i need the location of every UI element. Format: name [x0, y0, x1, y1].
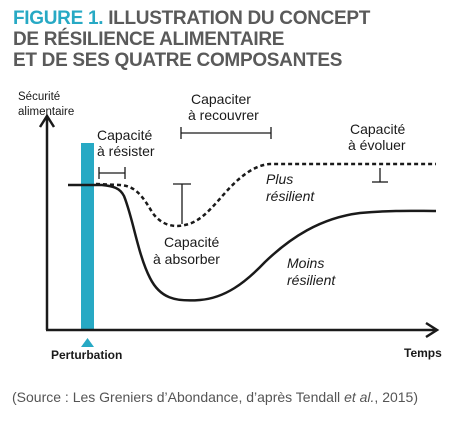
source-etal: et al.: [344, 389, 375, 405]
figure-number: FIGURE 1.: [13, 8, 104, 29]
figure-title: FIGURE 1. ILLUSTRATION DU CONCEPT DE RÉS…: [13, 8, 453, 71]
source-suffix: , 2015): [374, 389, 419, 405]
title-line-1: FIGURE 1. ILLUSTRATION DU CONCEPT: [13, 8, 453, 29]
source-prefix: (Source : Les Greniers d’Abondance, d’ap…: [12, 389, 345, 405]
source-caption: (Source : Les Greniers d’Abondance, d’ap…: [12, 389, 418, 405]
recouvrer-bracket: [180, 127, 272, 139]
absorber-marker: [173, 183, 191, 224]
absorber-label-1: Capacité: [164, 234, 219, 250]
evoluer-marker: [372, 168, 388, 183]
title-line-3: ET DE SES QUATRE COMPOSANTES: [13, 50, 343, 71]
less-resilient-label-2: résilient: [287, 272, 336, 288]
less-resilient-label-1: Moins: [287, 255, 324, 271]
absorber-label-2: à absorber: [153, 251, 220, 267]
more-resilient-label-1: Plus: [266, 171, 293, 187]
y-axis-label-line2: alimentaire: [18, 106, 74, 118]
resister-label-2: à résister: [97, 143, 155, 159]
perturbation-bar: [81, 143, 94, 330]
evoluer-label-1: Capacité: [350, 121, 405, 137]
title-line-2: DE RÉSILIENCE ALIMENTAIRE: [13, 29, 285, 50]
resister-bracket: [98, 167, 126, 179]
title-text-1: ILLUSTRATION DU CONCEPT: [108, 8, 371, 29]
perturbation-marker-icon: [81, 338, 94, 347]
recouvrer-label-2: à recouvrer: [188, 107, 259, 123]
less-resilient-curve: [68, 183, 437, 302]
x-axis-arrow-icon: [425, 321, 440, 339]
y-axis-label-line1: Sécurité: [18, 91, 60, 103]
perturbation-label: Perturbation: [51, 348, 122, 362]
x-axis-label: Temps: [404, 346, 442, 360]
more-resilient-curve: [95, 162, 436, 228]
evoluer-label-2: à évoluer: [348, 137, 406, 153]
recouvrer-label-1: Capaciter: [191, 91, 251, 107]
more-resilient-label-2: résilient: [266, 188, 315, 204]
resister-label-1: Capacité: [97, 127, 152, 143]
y-axis-arrow-icon: [38, 113, 56, 128]
